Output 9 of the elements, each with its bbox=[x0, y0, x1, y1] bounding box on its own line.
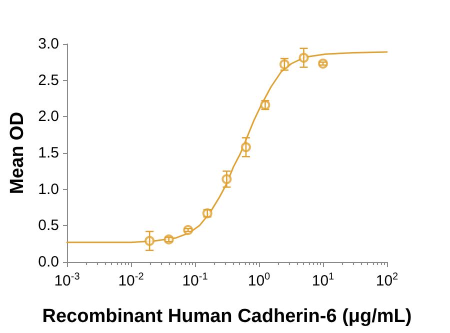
y-tick-label: 2.5 bbox=[38, 72, 59, 89]
y-axis-title: Mean OD bbox=[7, 112, 28, 194]
y-tick-label: 0.5 bbox=[38, 217, 59, 234]
y-tick-label: 3.0 bbox=[38, 36, 59, 52]
y-tick-label: 2.0 bbox=[38, 108, 59, 126]
y-tick-label: 0.0 bbox=[38, 254, 59, 270]
y-tick-label: 1.0 bbox=[38, 180, 59, 198]
x-axis-title: Recombinant Human Cadherin-6 (μg/mL) bbox=[42, 306, 412, 327]
y-tick-label: 1.5 bbox=[38, 144, 59, 162]
